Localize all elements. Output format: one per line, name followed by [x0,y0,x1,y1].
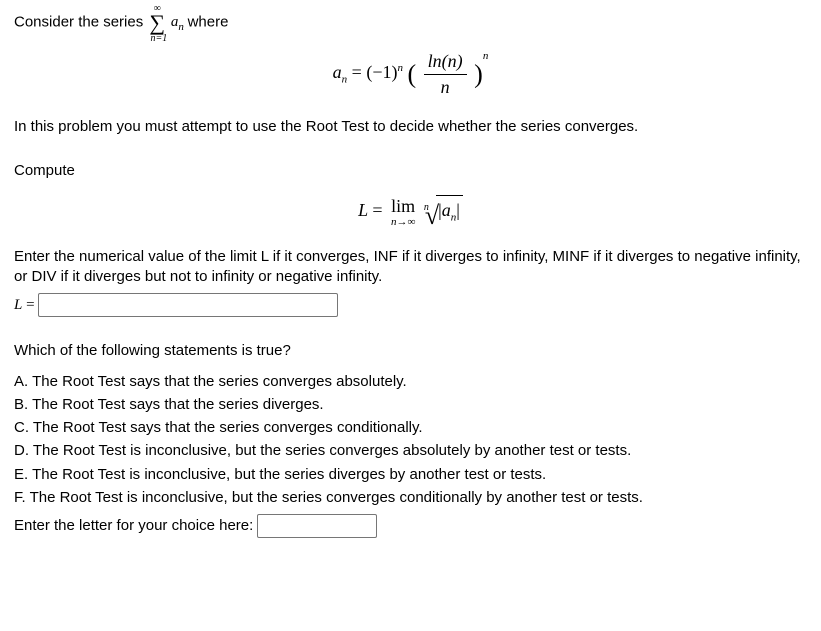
intro-prefix: Consider the series [14,13,147,30]
L-input-row: L = [14,293,807,317]
mc-question: Which of the following statements is tru… [14,341,807,361]
choice-input-row: Enter the letter for your choice here: [14,514,807,538]
sigma-icon: ∞ ∑ n=1 [149,12,165,34]
nth-root: n √ |an| [424,195,463,228]
sigma-expression: ∞ ∑ n=1 an [147,14,187,30]
choice-input-label: Enter the letter for your choice here: [14,517,257,534]
intro-suffix: where [188,13,229,30]
choice-C: C. The Root Test says that the series co… [14,418,807,438]
limit-input[interactable] [38,293,338,317]
choice-A: A. The Root Test says that the series co… [14,372,807,392]
compute-label: Compute [14,161,807,181]
choice-E: E. The Root Test is inconclusive, but th… [14,465,807,485]
choice-input[interactable] [257,514,377,538]
choice-F: F. The Root Test is inconclusive, but th… [14,488,807,508]
limit: lim n→∞ [391,197,415,228]
intro-line: Consider the series ∞ ∑ n=1 an where [14,12,807,35]
choice-D: D. The Root Test is inconclusive, but th… [14,441,807,461]
fraction: ln(n) n [424,49,467,99]
limit-instruction: Enter the numerical value of the limit L… [14,247,807,288]
choice-B: B. The Root Test says that the series di… [14,395,807,415]
L-formula: L = lim n→∞ n √ |an| [14,195,807,228]
choices-list: A. The Root Test says that the series co… [14,372,807,509]
an-formula: an = (−1)n ( ln(n) n )n [14,49,807,99]
instruction-text: In this problem you must attempt to use … [14,117,807,137]
